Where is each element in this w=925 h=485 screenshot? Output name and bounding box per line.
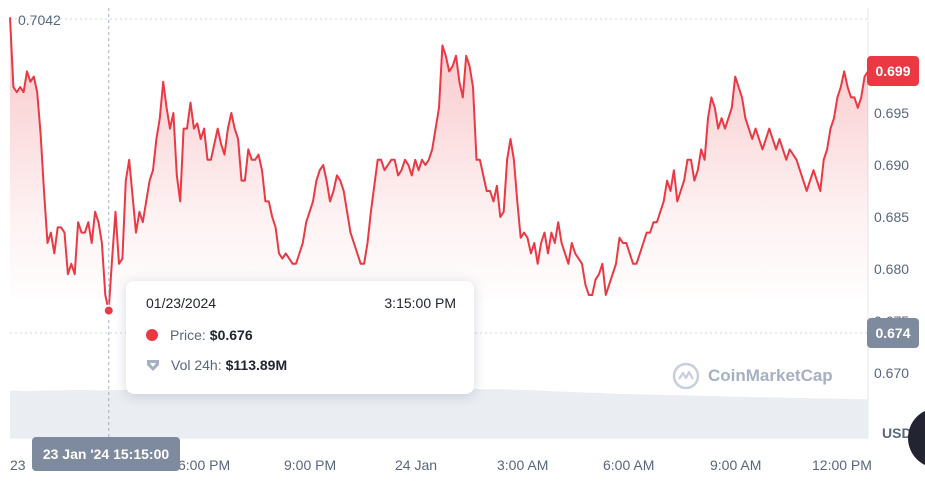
high-price-label: 0.7042 [18,12,61,28]
x-tick-label: 6:00 PM [178,457,230,473]
y-tick-label: 0.685 [874,209,909,225]
low-price-tag: 0.674 [867,318,919,348]
coinmarketcap-watermark: CoinMarketCap [672,362,833,390]
x-tick-label: 9:00 PM [284,457,336,473]
floating-action-button[interactable] [908,408,925,468]
tooltip-price-label: Price: [170,327,206,343]
price-line [9,17,869,312]
y-tick-label: 0.690 [874,157,909,173]
tooltip-date: 01/23/2024 [146,295,217,311]
current-price-tag: 0.699 [867,56,919,86]
x-tick-label: 9:00 AM [710,457,761,473]
crosshair [102,8,115,438]
x-tick-label: 6:00 AM [603,457,654,473]
coinmarketcap-logo-icon [672,362,700,390]
price-dot-icon [146,329,158,341]
tooltip-price-value: $0.676 [209,327,253,343]
crosshair-time-label: 23 Jan '24 15:15:00 [32,437,180,471]
volume-area-path [10,388,868,438]
chart-tooltip: 01/23/2024 3:15:00 PM Price: $0.676 Vol … [126,281,474,394]
tooltip-volume-row: Vol 24h: $113.89M [146,357,287,373]
y-tick-label: 0.695 [874,105,909,121]
price-area-fill [10,17,868,311]
y-tick-label: 0.680 [874,261,909,277]
x-tick-label: 3:00 AM [497,457,548,473]
tooltip-price-row: Price: $0.676 [146,327,253,343]
x-tick-label: 24 Jan [395,457,437,473]
watermark-text: CoinMarketCap [708,366,833,385]
crosshair-point [102,304,115,317]
volume-shield-icon [147,360,159,371]
tooltip-time: 3:15:00 PM [384,295,456,311]
tooltip-volume-value: $113.89M [225,357,288,373]
x-axis: 23 6:00 PM 9:00 PM 24 Jan 3:00 AM 6:00 AM 9:00… [10,457,872,473]
volume-area [10,388,868,438]
currency-label[interactable]: USD [882,425,912,441]
tooltip-volume-label: Vol 24h: [171,357,222,373]
x-tick-label: 12:00 PM [812,457,872,473]
y-tick-label: 0.670 [874,365,909,381]
x-tick-label: 23 [10,457,26,473]
price-line-layer [9,17,869,312]
price-area-path [10,17,868,311]
